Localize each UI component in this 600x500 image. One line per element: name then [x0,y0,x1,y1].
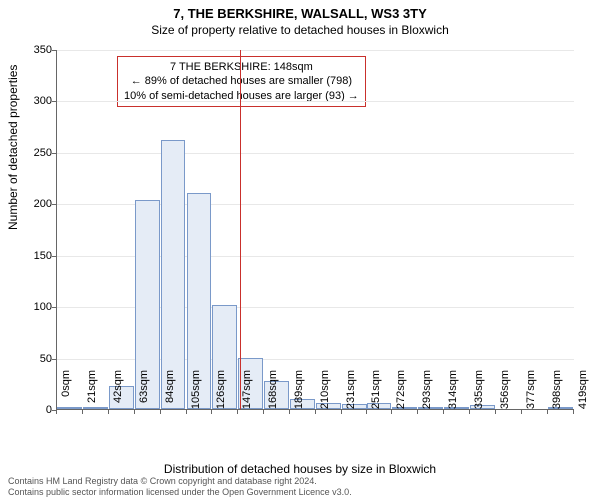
x-tick [341,410,342,414]
x-tick-label: 189sqm [293,370,305,416]
x-tick [289,410,290,414]
x-tick-label: 419sqm [577,370,589,416]
chart-title: 7, THE BERKSHIRE, WALSALL, WS3 3TY [0,0,600,21]
x-tick-label: 210sqm [319,370,331,416]
x-tick [495,410,496,414]
annotation-line1: 7 THE BERKSHIRE: 148sqm [124,60,359,74]
y-tick-label: 50 [12,353,52,365]
x-tick-label: 377sqm [525,370,537,416]
x-tick-label: 0sqm [60,370,72,416]
y-tick [52,101,56,102]
plot-area: 7 THE BERKSHIRE: 148sqm ← 89% of detache… [56,50,574,410]
x-tick-label: 314sqm [447,370,459,416]
histogram-chart: 7, THE BERKSHIRE, WALSALL, WS3 3TY Size … [0,0,600,500]
x-tick-label: 398sqm [551,370,563,416]
chart-subtitle: Size of property relative to detached ho… [0,21,600,37]
y-tick [52,307,56,308]
x-tick-label: 147sqm [241,370,253,416]
y-tick [52,50,56,51]
x-tick-label: 335sqm [473,370,485,416]
grid-line [57,50,574,51]
x-tick-label: 63sqm [138,370,150,416]
x-tick [573,410,574,414]
y-tick [52,359,56,360]
x-tick [237,410,238,414]
x-tick [521,410,522,414]
x-tick [82,410,83,414]
footer-line2: Contains public sector information licen… [8,487,352,498]
x-tick-label: 105sqm [190,370,202,416]
x-tick [469,410,470,414]
x-tick [134,410,135,414]
grid-line [57,101,574,102]
x-tick [160,410,161,414]
y-tick [52,256,56,257]
y-tick-label: 250 [12,147,52,159]
footer-line1: Contains HM Land Registry data © Crown c… [8,476,352,487]
x-tick-label: 21sqm [86,370,98,416]
y-tick-label: 0 [12,404,52,416]
x-tick-label: 42sqm [112,370,124,416]
x-tick [263,410,264,414]
y-tick [52,204,56,205]
x-tick [547,410,548,414]
x-tick [56,410,57,414]
annotation-line2: ← 89% of detached houses are smaller (79… [124,74,359,88]
x-tick [366,410,367,414]
y-tick [52,153,56,154]
x-tick-label: 84sqm [164,370,176,416]
x-tick-label: 126sqm [215,370,227,416]
grid-line [57,153,574,154]
x-tick [211,410,212,414]
property-marker-line [240,50,241,409]
y-tick-label: 150 [12,250,52,262]
x-tick [315,410,316,414]
x-axis-title: Distribution of detached houses by size … [0,462,600,476]
x-tick [391,410,392,414]
x-tick-label: 231sqm [345,370,357,416]
x-tick [443,410,444,414]
x-tick-label: 356sqm [499,370,511,416]
x-tick-label: 168sqm [267,370,279,416]
y-tick-label: 350 [12,44,52,56]
x-tick-label: 293sqm [421,370,433,416]
x-tick-label: 272sqm [395,370,407,416]
y-tick-label: 200 [12,198,52,210]
x-tick [186,410,187,414]
x-tick-label: 251sqm [370,370,382,416]
y-tick-label: 100 [12,301,52,313]
x-tick [108,410,109,414]
x-tick [417,410,418,414]
y-tick-label: 300 [12,95,52,107]
histogram-bar [161,140,186,409]
footer: Contains HM Land Registry data © Crown c… [8,476,352,498]
annotation-box: 7 THE BERKSHIRE: 148sqm ← 89% of detache… [117,56,366,107]
